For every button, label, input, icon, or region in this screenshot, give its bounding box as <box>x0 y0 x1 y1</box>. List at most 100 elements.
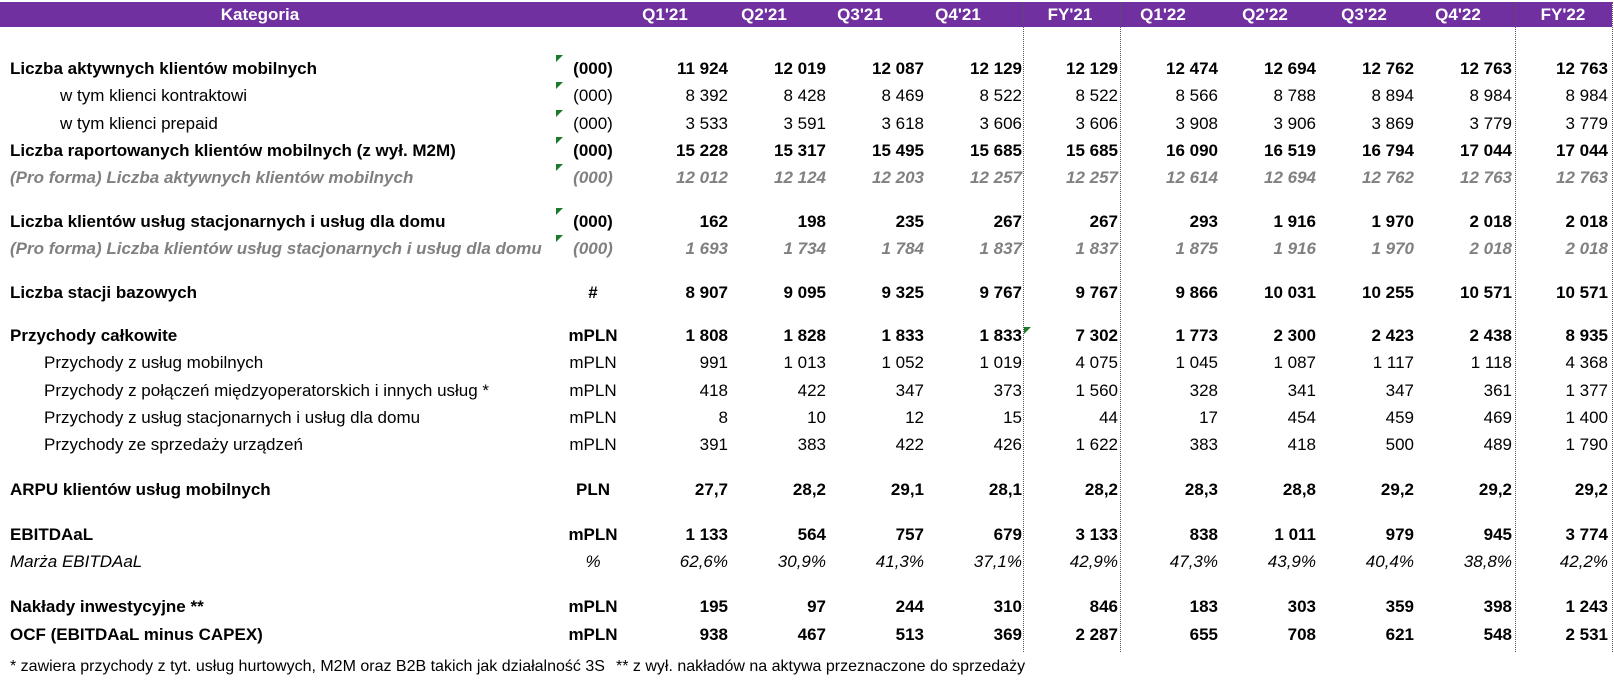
row-value: 12 203 <box>872 168 924 187</box>
row-value: 183 <box>1189 597 1218 616</box>
row-value: 757 <box>895 525 924 544</box>
table-row: ARPU klientów usług mobilnych PLN 27,7 28,2… <box>0 476 1612 503</box>
row-value: 267 <box>1089 212 1118 231</box>
row-value: 37,1% <box>973 552 1022 571</box>
row-unit: mPLN <box>568 625 618 644</box>
row-unit: (000) <box>573 141 613 160</box>
row-value: 15 495 <box>872 141 924 160</box>
row-value: 8 522 <box>979 86 1022 105</box>
row-value: 1 019 <box>979 353 1022 372</box>
row-value: 10 255 <box>1362 283 1414 302</box>
row-value: 373 <box>993 381 1022 400</box>
header-period: FY'22 <box>1540 5 1586 24</box>
table-row: Nakłady inwestycyjne ** mPLN 195 97 244 310 84… <box>0 593 1612 620</box>
row-value: 3 591 <box>783 114 826 133</box>
row-label: (Pro forma) Liczba klientów usług stacjo… <box>10 239 542 258</box>
row-value: 1 400 <box>1565 408 1608 427</box>
row-value: 2 018 <box>1565 212 1608 231</box>
row-value: 1 243 <box>1565 597 1608 616</box>
row-value: 341 <box>1287 381 1316 400</box>
row-value: 15 317 <box>774 141 826 160</box>
row-label: Nakłady inwestycyjne ** <box>10 597 204 616</box>
row-value: 3 869 <box>1371 114 1414 133</box>
comment-marker-icon <box>556 110 563 117</box>
row-value: 12 694 <box>1264 59 1316 78</box>
row-value: 12 614 <box>1166 168 1218 187</box>
table-row: Liczba klientów usług stacjonarnych i us… <box>0 208 1612 235</box>
row-label: Przychody z połączeń międzyoperatorskich… <box>44 381 490 400</box>
header-period: FY'21 <box>1047 5 1093 24</box>
row-value: 12 763 <box>1460 59 1512 78</box>
row-value: 979 <box>1385 525 1414 544</box>
table-row: w tym klienci prepaid (000) 3 533 3 591 3 61… <box>0 110 1612 137</box>
row-value: 945 <box>1483 525 1512 544</box>
row-value: 422 <box>895 435 924 454</box>
row-value: 16 090 <box>1166 141 1218 160</box>
row-value: 8 566 <box>1175 86 1218 105</box>
row-unit: (000) <box>573 239 613 258</box>
table-row: Liczba raportowanych klientów mobilnych … <box>0 137 1612 164</box>
row-value: 16 794 <box>1362 141 1414 160</box>
row-unit: mPLN <box>569 408 617 427</box>
row-value: 30,9% <box>777 552 826 571</box>
row-value: 3 133 <box>1075 525 1118 544</box>
row-value: 12 129 <box>1066 59 1118 78</box>
row-value: 41,3% <box>875 552 924 571</box>
row-value: 267 <box>993 212 1022 231</box>
row-value: 162 <box>699 212 728 231</box>
row-value: 2 018 <box>1469 239 1512 258</box>
row-label: Liczba aktywnych klientów mobilnych <box>10 59 318 78</box>
fy21-left-separator <box>1023 2 1024 652</box>
row-value: 28,2 <box>1084 480 1118 499</box>
row-value: 17 044 <box>1556 141 1608 160</box>
row-value: 422 <box>797 381 826 400</box>
row-value: 359 <box>1385 597 1414 616</box>
row-value: 1 013 <box>783 353 826 372</box>
row-value: 361 <box>1483 381 1512 400</box>
row-value: 4 368 <box>1565 353 1608 372</box>
row-value: 47,3% <box>1169 552 1218 571</box>
row-value: 3 774 <box>1565 525 1608 544</box>
row-unit: mPLN <box>569 435 617 454</box>
row-value: 1 916 <box>1273 239 1316 258</box>
row-value: 2 018 <box>1469 212 1512 231</box>
row-value: 3 606 <box>1075 114 1118 133</box>
row-value: 8 894 <box>1371 86 1414 105</box>
row-value: 418 <box>699 381 728 400</box>
table-row: Liczba stacji bazowych #8 907 9 095 9 325 9 … <box>0 279 1612 306</box>
row-value: 2 287 <box>1075 625 1118 644</box>
row-label: Liczba raportowanych klientów mobilnych … <box>10 141 456 160</box>
row-unit: PLN <box>576 480 610 499</box>
row-value: 938 <box>699 625 728 644</box>
row-value: 12 <box>905 408 924 427</box>
row-value: 454 <box>1287 408 1316 427</box>
row-value: 310 <box>993 597 1022 616</box>
row-value: 8 907 <box>685 283 728 302</box>
row-value: 1 011 <box>1274 525 1316 544</box>
row-unit: (000) <box>573 114 613 133</box>
header-period: Q3'21 <box>837 5 883 24</box>
row-value: 8 <box>718 408 728 427</box>
header-period: Q1'21 <box>642 5 688 24</box>
row-value: 9 767 <box>1075 283 1118 302</box>
row-value: 10 571 <box>1460 283 1512 302</box>
row-value: 16 519 <box>1264 141 1316 160</box>
row-value: 621 <box>1385 625 1414 644</box>
row-value: 3 779 <box>1565 114 1608 133</box>
row-value: 40,4% <box>1365 552 1414 571</box>
row-label: Liczba klientów usług stacjonarnych i us… <box>10 212 446 231</box>
row-value: 369 <box>993 625 1022 644</box>
row-value: 28,2 <box>792 480 826 499</box>
row-value: 3 908 <box>1175 114 1218 133</box>
row-value: 28,8 <box>1282 480 1316 499</box>
row-value: 12 257 <box>970 168 1022 187</box>
header-category: Kategoria <box>220 5 300 24</box>
row-value: 1 087 <box>1273 353 1316 372</box>
row-value: 991 <box>699 353 728 372</box>
row-value: 1 045 <box>1175 353 1218 372</box>
row-value: 9 767 <box>979 283 1022 302</box>
row-value: 469 <box>1483 408 1512 427</box>
footnote-2: ** z wył. nakładów na aktywa przeznaczon… <box>616 658 1026 675</box>
row-value: 15 685 <box>970 141 1022 160</box>
table-row: Przychody z połączeń międzyoperatorskich… <box>0 377 1612 404</box>
